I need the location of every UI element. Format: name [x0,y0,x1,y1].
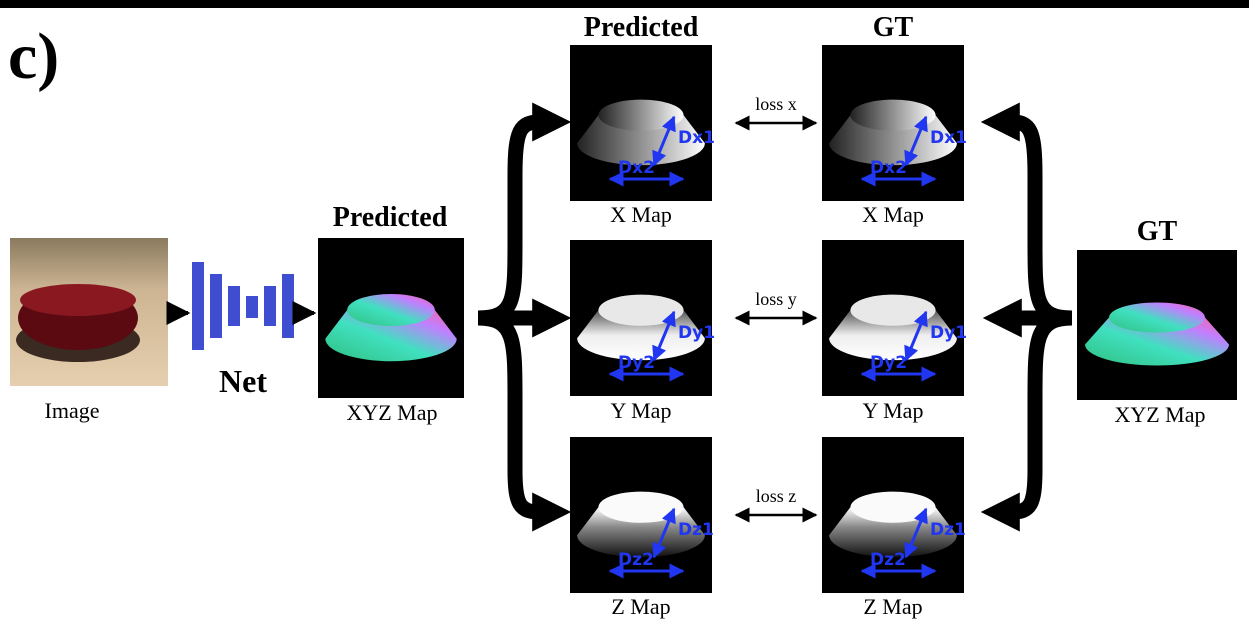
dim-label: Dy2 [618,353,655,373]
map-caption: Y Map [611,398,672,423]
dim-arrow [652,310,676,362]
xyz-caption: XYZ Map [346,400,437,425]
panel-label: c) [8,20,59,93]
map-caption: X Map [610,202,672,227]
image-caption: Image [45,398,100,423]
net-label: Net [219,363,267,399]
dim-arrow [904,507,928,559]
dim-label: Dx2 [618,158,655,178]
net-icon [192,262,294,350]
bowl-body [325,310,457,362]
dim-arrow [652,115,676,167]
dim-label: Dz2 [870,550,906,570]
loss-label: loss x [755,94,797,114]
top-rule [0,0,1249,8]
dim-arrow [904,310,928,362]
bowl-top [347,294,435,326]
dim-label: Dy2 [870,353,907,373]
dim-label: Dx2 [870,158,907,178]
dim-label: Dz1 [930,520,966,540]
dim-label: Dz1 [678,520,714,540]
xyz-title: Predicted [333,202,448,233]
bowl-body [1085,317,1229,366]
dim-label: Dy1 [930,323,967,343]
map-caption: Y Map [863,398,924,423]
dim-label: Dy1 [678,323,715,343]
dim-label: Dz2 [618,550,654,570]
loss-label: loss y [755,289,797,309]
column-title: GT [873,12,914,43]
map-caption: X Map [862,202,924,227]
xyz-caption: XYZ Map [1114,402,1205,427]
branch-arrows [477,102,1073,532]
bowl-top [1109,302,1205,333]
dim-arrow [904,115,928,167]
dim-arrow [652,507,676,559]
map-caption: Z Map [863,594,922,619]
loss-label: loss z [756,486,797,506]
xyz-title: GT [1137,216,1178,247]
column-title: Predicted [584,12,699,43]
dim-label: Dx1 [678,128,715,148]
map-caption: Z Map [611,594,670,619]
dim-label: Dx1 [930,128,967,148]
image-liquid [20,284,136,316]
